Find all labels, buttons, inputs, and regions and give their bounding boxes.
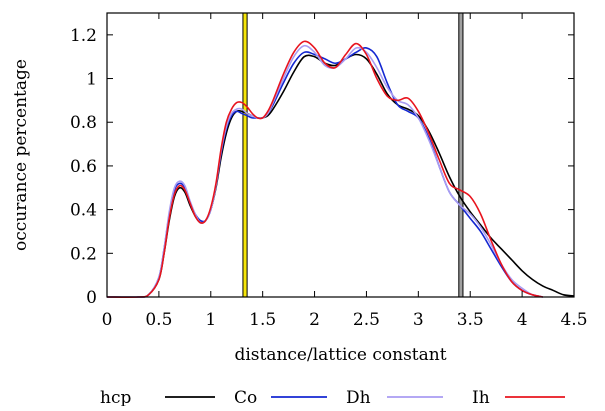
x-tick-label: 3.5 [457, 310, 484, 330]
y-tick-label: 0 [86, 288, 97, 308]
legend-label: Dh [346, 388, 371, 406]
reference-band-1 [242, 12, 248, 298]
series-line-co [106, 47, 544, 298]
x-tick-label: 1 [205, 310, 216, 330]
y-tick-label: 0.8 [70, 113, 97, 133]
legend-item-hcp: hcp [100, 388, 215, 408]
reference-band-2 [458, 12, 464, 298]
y-tick-label: 1 [86, 70, 97, 90]
x-tick-label: 0 [102, 310, 113, 330]
y-tick-label: 1.2 [70, 26, 97, 46]
legend: hcp Co Dh Ih [100, 388, 565, 408]
series-line-ih [106, 40, 544, 298]
x-tick-label: 4.5 [560, 310, 587, 330]
x-tick-label: 2 [309, 310, 320, 330]
series-line-dh [106, 44, 544, 298]
y-tick-label: 0.4 [70, 201, 97, 221]
series-line-hcp [106, 53, 575, 298]
legend-label: hcp [100, 388, 131, 406]
legend-item-co: Co [234, 388, 327, 408]
legend-label: Co [234, 388, 257, 406]
x-tick-label: 4 [517, 310, 528, 330]
legend-item-ih: Ih [472, 388, 565, 408]
x-tick-label: 1.5 [249, 310, 276, 330]
y-tick-label: 0.6 [70, 157, 97, 177]
x-tick-label: 0.5 [145, 310, 172, 330]
legend-label: Ih [472, 388, 490, 406]
x-axis-title: distance/lattice constant [234, 345, 446, 365]
plot-frame [106, 12, 575, 298]
y-axis-title: occurance percentage [11, 59, 31, 251]
x-tick-label: 2.5 [353, 310, 380, 330]
legend-item-dh: Dh [346, 388, 443, 408]
x-tick-label: 3 [413, 310, 424, 330]
y-tick-label: 0.2 [70, 244, 97, 264]
